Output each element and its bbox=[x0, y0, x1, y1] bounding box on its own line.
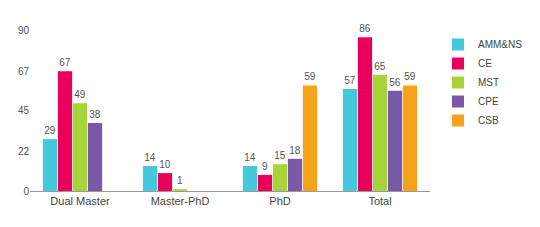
svg-text:AMM&NS: AMM&NS bbox=[478, 39, 522, 50]
svg-text:PhD: PhD bbox=[269, 195, 290, 207]
svg-text:9: 9 bbox=[262, 161, 268, 172]
svg-text:0: 0 bbox=[23, 186, 29, 197]
svg-text:65: 65 bbox=[374, 61, 386, 72]
svg-text:14: 14 bbox=[244, 152, 256, 163]
svg-text:38: 38 bbox=[89, 109, 101, 120]
svg-text:57: 57 bbox=[344, 75, 356, 86]
svg-text:86: 86 bbox=[359, 23, 371, 34]
svg-text:67: 67 bbox=[59, 57, 71, 68]
svg-text:15: 15 bbox=[274, 150, 286, 161]
svg-text:CSB: CSB bbox=[478, 115, 499, 126]
svg-text:29: 29 bbox=[44, 125, 56, 136]
svg-text:CE: CE bbox=[478, 58, 492, 69]
svg-text:14: 14 bbox=[144, 152, 156, 163]
svg-text:18: 18 bbox=[289, 145, 301, 156]
svg-text:10: 10 bbox=[159, 159, 171, 170]
svg-text:Dual Master: Dual Master bbox=[50, 195, 110, 207]
svg-text:CPE: CPE bbox=[478, 96, 499, 107]
svg-text:90: 90 bbox=[18, 25, 30, 36]
svg-text:1: 1 bbox=[177, 175, 183, 186]
svg-text:45: 45 bbox=[18, 105, 30, 116]
svg-text:Total: Total bbox=[368, 195, 391, 207]
svg-text:59: 59 bbox=[404, 71, 416, 82]
svg-text:MST: MST bbox=[478, 77, 499, 88]
svg-text:49: 49 bbox=[74, 89, 86, 100]
svg-text:59: 59 bbox=[304, 71, 316, 82]
svg-text:56: 56 bbox=[389, 77, 401, 88]
svg-text:22: 22 bbox=[18, 146, 30, 157]
svg-text:Master-PhD: Master-PhD bbox=[151, 195, 210, 207]
svg-text:67: 67 bbox=[18, 66, 30, 77]
